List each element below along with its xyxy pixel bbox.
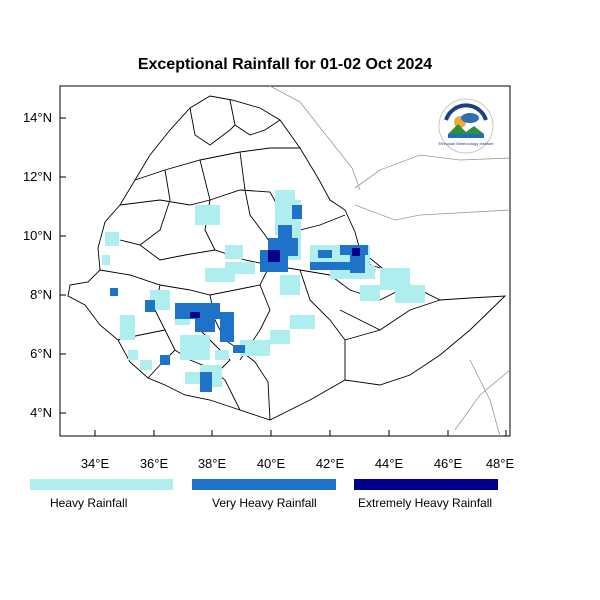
lon-label: 44°E [375, 456, 404, 471]
map-title: Exceptional Rainfall for 01-02 Oct 2024 [137, 56, 433, 73]
legend-swatch-very-heavy [192, 479, 336, 490]
legend-label-heavy: Heavy Rainfall [50, 496, 128, 510]
neighbor-borders [269, 85, 511, 437]
lon-label: 38°E [198, 456, 227, 471]
very-heavy-rainfall-area [110, 205, 368, 392]
logo-caption: Ethiopian Meteorology Institute [439, 141, 495, 146]
lat-label: 12°N [23, 169, 52, 184]
legend-swatch-heavy [30, 479, 173, 490]
lat-label: 8°N [30, 287, 52, 302]
meteorology-institute-logo: Ethiopian Meteorology Institute [438, 98, 495, 154]
lat-label: 14°N [23, 110, 52, 125]
lon-label: 40°E [257, 456, 286, 471]
lat-label: 6°N [30, 346, 52, 361]
lon-label: 46°E [434, 456, 463, 471]
ethiopia-regions [67, 95, 507, 421]
lon-label: 36°E [140, 456, 169, 471]
extremely-heavy-rainfall-area [190, 248, 360, 318]
lon-label: 34°E [81, 456, 110, 471]
legend-label-extremely-heavy: Extremely Heavy Rainfall [358, 496, 493, 510]
lon-label: 42°E [316, 456, 345, 471]
latitude-axis: 14°N 12°N 10°N 8°N 6°N 4°N [23, 110, 66, 420]
legend-label-very-heavy: Very Heavy Rainfall [212, 496, 317, 510]
rainfall-patches [102, 190, 425, 392]
legend-swatch-extremely-heavy [354, 479, 498, 490]
lat-label: 4°N [30, 405, 52, 420]
longitude-axis: 34°E 36°E 38°E 40°E 42°E 44°E 46°E 48°E [81, 430, 515, 471]
lat-label: 10°N [23, 228, 52, 243]
lon-label: 48°E [486, 456, 515, 471]
